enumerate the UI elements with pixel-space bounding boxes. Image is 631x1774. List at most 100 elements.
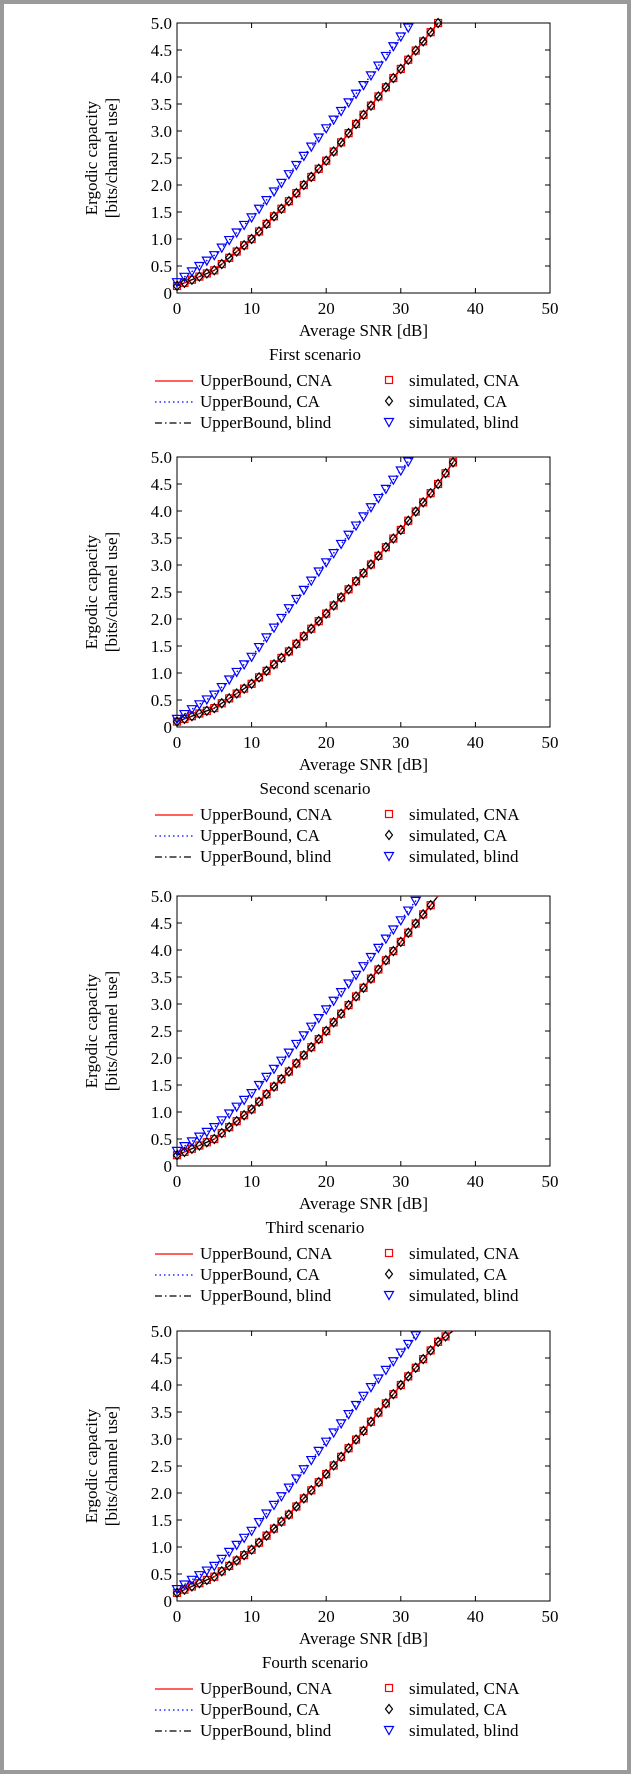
data-point-triangle bbox=[357, 512, 370, 523]
data-point-triangle bbox=[343, 530, 355, 541]
y-tick-label: 3.5 bbox=[151, 1403, 172, 1422]
chart-caption: Fourth scenario bbox=[262, 1653, 368, 1672]
data-point-triangle bbox=[335, 539, 347, 550]
data-point-diamond bbox=[403, 927, 413, 939]
chart-panel-2: 0 0.5 1.0 1.5 2.0 2.5 3.0 3.5 4.0 4.5 5.0 0 10 20 30 40… bbox=[82, 448, 559, 866]
y-tick-label: 4.0 bbox=[151, 941, 172, 960]
data-point-triangle bbox=[260, 1509, 273, 1520]
data-point-triangle bbox=[320, 558, 332, 569]
data-point-triangle bbox=[201, 695, 213, 706]
data-point-diamond bbox=[292, 1057, 301, 1069]
data-point-diamond bbox=[411, 918, 420, 930]
data-point-triangle bbox=[350, 89, 362, 100]
chart-caption: Third scenario bbox=[266, 1218, 365, 1237]
y-tick-label: 2.0 bbox=[151, 176, 172, 195]
data-point-diamond bbox=[344, 999, 353, 1011]
legend-label-upper-ca: UpperBound, CA bbox=[200, 1700, 321, 1719]
data-point-diamond bbox=[277, 203, 286, 215]
data-point-diamond bbox=[366, 100, 376, 112]
chart-panel-4: 0 0.5 1.0 1.5 2.0 2.5 3.0 3.5 4.0 4.5 5.0 0 10 20 30 40… bbox=[82, 1322, 559, 1740]
data-point-diamond bbox=[224, 1121, 234, 1133]
legend-label-upper-ca: UpperBound, CA bbox=[200, 826, 321, 845]
y-tick-label: 3.5 bbox=[151, 529, 172, 548]
data-point-triangle bbox=[380, 51, 392, 62]
plot-area bbox=[176, 895, 551, 1167]
y-axis-label-line1: Ergodic capacity bbox=[82, 534, 101, 649]
data-point-triangle bbox=[238, 220, 250, 231]
data-point-diamond bbox=[314, 615, 324, 627]
data-point-triangle bbox=[260, 633, 273, 644]
data-point-diamond bbox=[217, 1565, 227, 1577]
y-axis-label-line2: [bits/channel use] bbox=[102, 532, 121, 652]
data-point-triangle bbox=[305, 142, 317, 153]
data-point-triangle bbox=[395, 1348, 407, 1359]
data-point-triangle bbox=[193, 1571, 205, 1581]
y-tick-label: 4.5 bbox=[151, 1349, 172, 1368]
data-point-diamond bbox=[396, 936, 406, 948]
data-point-diamond bbox=[329, 1459, 338, 1471]
data-point-triangle bbox=[395, 466, 407, 477]
data-point-diamond bbox=[187, 710, 197, 722]
data-point-diamond bbox=[344, 583, 353, 595]
data-point-triangle bbox=[313, 133, 325, 144]
data-point-diamond bbox=[232, 688, 241, 699]
data-point-diamond bbox=[254, 225, 264, 237]
series-line-3 bbox=[176, 895, 439, 1156]
data-point-triangle bbox=[343, 98, 355, 109]
data-point-triangle bbox=[372, 943, 384, 954]
data-point-diamond bbox=[254, 1537, 264, 1549]
data-point-diamond bbox=[441, 467, 450, 479]
y-tick-label: 0.5 bbox=[151, 1565, 172, 1584]
x-axis-label: Average SNR [dB] bbox=[299, 1194, 428, 1213]
data-point-diamond bbox=[187, 274, 197, 286]
x-tick-label: 20 bbox=[318, 1172, 335, 1191]
x-tick-label: 50 bbox=[542, 299, 559, 318]
data-point-triangle bbox=[395, 32, 407, 43]
data-point-diamond bbox=[321, 608, 331, 620]
data-point-diamond bbox=[180, 1584, 189, 1596]
y-tick-label: 5.0 bbox=[151, 1322, 172, 1341]
data-point-triangle bbox=[387, 42, 399, 52]
x-tick-label: 30 bbox=[392, 1607, 409, 1626]
y-axis-label-line2: [bits/channel use] bbox=[102, 971, 121, 1091]
y-tick-label: 0 bbox=[164, 284, 173, 303]
data-point-diamond bbox=[426, 899, 435, 911]
data-point-diamond bbox=[269, 658, 279, 670]
data-point-diamond bbox=[359, 982, 368, 994]
y-tick-label: 3.5 bbox=[151, 95, 172, 114]
data-point-diamond bbox=[299, 630, 309, 642]
legend-label-sim-cna: simulated, CNA bbox=[409, 1679, 520, 1698]
data-point-triangle bbox=[171, 1585, 183, 1595]
legend-marker-swatch bbox=[384, 375, 394, 385]
x-tick-label: 10 bbox=[243, 1172, 260, 1191]
data-point-diamond bbox=[254, 1096, 264, 1108]
data-point-triangle bbox=[275, 613, 287, 624]
data-point-diamond bbox=[389, 72, 398, 84]
data-point-triangle bbox=[246, 1088, 258, 1099]
data-point-diamond bbox=[411, 1362, 420, 1374]
data-point-triangle bbox=[357, 1391, 370, 1402]
data-point-diamond bbox=[418, 35, 428, 47]
series-line-2 bbox=[176, 1330, 421, 1590]
data-point-diamond bbox=[202, 705, 212, 717]
x-tick-label: 10 bbox=[243, 299, 260, 318]
data-point-triangle bbox=[372, 61, 384, 72]
data-point-triangle bbox=[238, 1533, 250, 1544]
data-point-diamond bbox=[172, 1587, 182, 1599]
data-point-triangle bbox=[350, 521, 362, 532]
data-point-diamond bbox=[426, 26, 435, 38]
legend-marker-swatch bbox=[383, 417, 395, 428]
x-axis-label: Average SNR [dB] bbox=[299, 1629, 428, 1648]
data-point-triangle bbox=[268, 1064, 280, 1075]
chart-panel-3: 0 0.5 1.0 1.5 2.0 2.5 3.0 3.5 4.0 4.5 5.0 0 10 20 30 40… bbox=[82, 887, 559, 1305]
data-point-diamond bbox=[284, 195, 294, 207]
data-point-diamond bbox=[187, 1580, 197, 1592]
legend-label-sim-blind: simulated, blind bbox=[409, 847, 519, 866]
legend-label-upper-blind: UpperBound, blind bbox=[200, 413, 332, 432]
data-point-triangle bbox=[305, 576, 317, 587]
data-point-diamond bbox=[284, 1066, 294, 1077]
data-point-diamond bbox=[299, 179, 309, 191]
x-tick-label: 0 bbox=[173, 1172, 182, 1191]
data-point-triangle bbox=[186, 1137, 198, 1148]
